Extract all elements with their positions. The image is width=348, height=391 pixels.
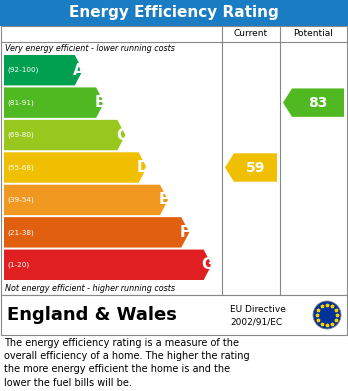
Text: A: A [73, 63, 85, 78]
Text: Current: Current [234, 29, 268, 38]
Text: 59: 59 [246, 160, 265, 174]
Polygon shape [4, 88, 104, 118]
Polygon shape [4, 185, 168, 215]
Polygon shape [225, 153, 277, 182]
Text: Very energy efficient - lower running costs: Very energy efficient - lower running co… [5, 44, 175, 53]
Polygon shape [4, 217, 189, 248]
Text: (21-38): (21-38) [7, 229, 34, 236]
Text: (69-80): (69-80) [7, 132, 34, 138]
Bar [1, 26, 347, 295]
Text: C: C [116, 127, 127, 143]
Text: (55-68): (55-68) [7, 164, 34, 171]
Text: B: B [94, 95, 106, 110]
Polygon shape [4, 55, 83, 85]
Text: D: D [136, 160, 149, 175]
Text: (81-91): (81-91) [7, 99, 34, 106]
Text: EU Directive: EU Directive [230, 305, 286, 314]
Text: E: E [159, 192, 169, 208]
Text: G: G [201, 257, 214, 272]
Text: (39-54): (39-54) [7, 197, 34, 203]
Polygon shape [283, 88, 344, 117]
Text: 2002/91/EC: 2002/91/EC [230, 318, 282, 327]
Bar [1, 295, 347, 335]
Text: F: F [180, 225, 190, 240]
Text: (92-100): (92-100) [7, 67, 38, 74]
Polygon shape [4, 152, 147, 183]
Text: (1-20): (1-20) [7, 262, 29, 268]
Polygon shape [4, 249, 212, 280]
Text: The energy efficiency rating is a measure of the
overall efficiency of a home. T: The energy efficiency rating is a measur… [4, 338, 250, 387]
Text: Not energy efficient - higher running costs: Not energy efficient - higher running co… [5, 284, 175, 293]
Text: England & Wales: England & Wales [7, 306, 177, 324]
Bar [0, 0, 348, 26]
Text: Potential: Potential [294, 29, 333, 38]
Text: Energy Efficiency Rating: Energy Efficiency Rating [69, 5, 279, 20]
Text: 83: 83 [308, 96, 328, 109]
Circle shape [313, 301, 341, 329]
Polygon shape [4, 120, 125, 150]
